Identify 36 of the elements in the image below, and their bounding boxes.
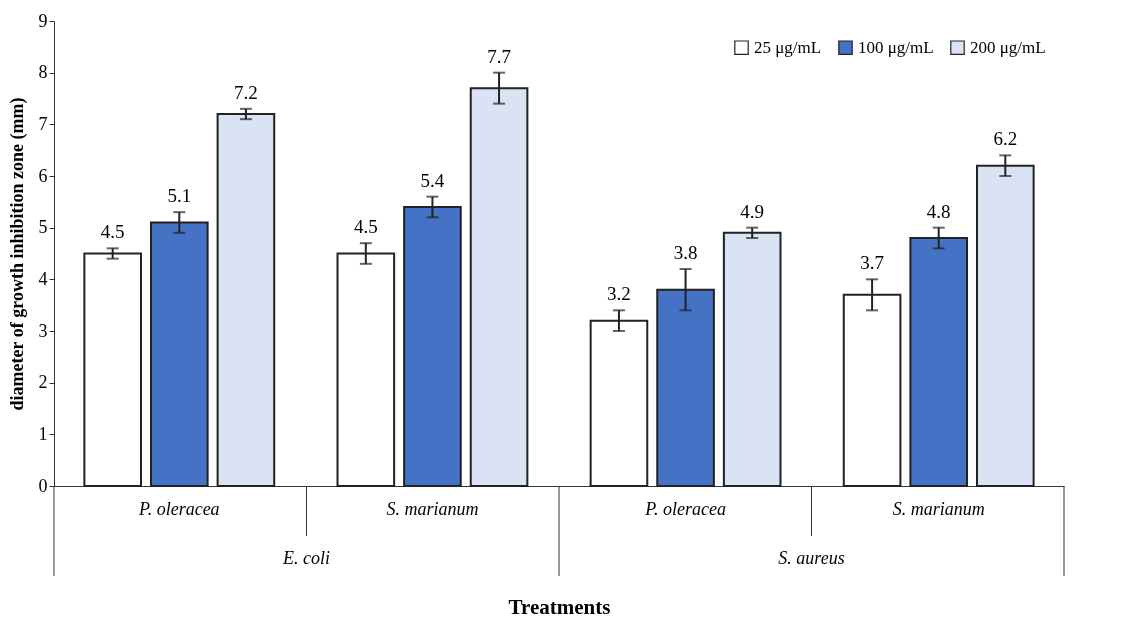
y-tick-label: 4 bbox=[38, 268, 48, 289]
data-label: 4.9 bbox=[740, 200, 765, 222]
data-label: 3.7 bbox=[860, 252, 884, 274]
y-axis-title: diameter of growth inhibition zone (mm) bbox=[6, 97, 28, 411]
y-tick-label: 7 bbox=[38, 113, 48, 134]
data-label: 5.4 bbox=[420, 169, 445, 191]
bar bbox=[83, 252, 142, 487]
bar bbox=[722, 231, 782, 487]
y-tick-label: 6 bbox=[38, 165, 48, 186]
y-tick-label: 8 bbox=[38, 62, 48, 83]
data-label: 4.8 bbox=[926, 200, 951, 222]
x-tick-label: P. oleracea bbox=[137, 498, 220, 519]
x-tick-label: P. oleracea bbox=[644, 498, 726, 519]
data-label: 3.2 bbox=[607, 283, 631, 305]
y-tick-label: 2 bbox=[38, 372, 48, 393]
x-tick-label: S. marianum bbox=[892, 498, 985, 519]
y-tick-label: 1 bbox=[38, 423, 48, 444]
bar bbox=[216, 113, 276, 487]
text: E. coli bbox=[282, 548, 330, 568]
data-label: 4.5 bbox=[353, 216, 378, 238]
legend-label: 100 μg/mL bbox=[858, 37, 934, 57]
data-label: 3.8 bbox=[673, 242, 698, 263]
data-label: 7.7 bbox=[487, 45, 511, 67]
x-axis-title: Treatments bbox=[508, 594, 611, 619]
data-label: 5.1 bbox=[167, 185, 192, 207]
x-tick-label: S. marianum bbox=[386, 498, 479, 519]
legend-label: 25 μg/mL bbox=[754, 37, 822, 57]
y-tick-label: 3 bbox=[38, 320, 48, 341]
y-tick-label: 9 bbox=[38, 10, 48, 31]
text: S. aureus bbox=[778, 548, 845, 568]
y-tick-label: 0 bbox=[38, 475, 48, 496]
data-label: 4.5 bbox=[100, 221, 125, 243]
y-tick-label: 5 bbox=[38, 217, 48, 238]
data-label: 6.2 bbox=[993, 128, 1018, 150]
data-label: 7.2 bbox=[234, 81, 258, 103]
legend-label: 200 μg/mL bbox=[970, 37, 1046, 57]
